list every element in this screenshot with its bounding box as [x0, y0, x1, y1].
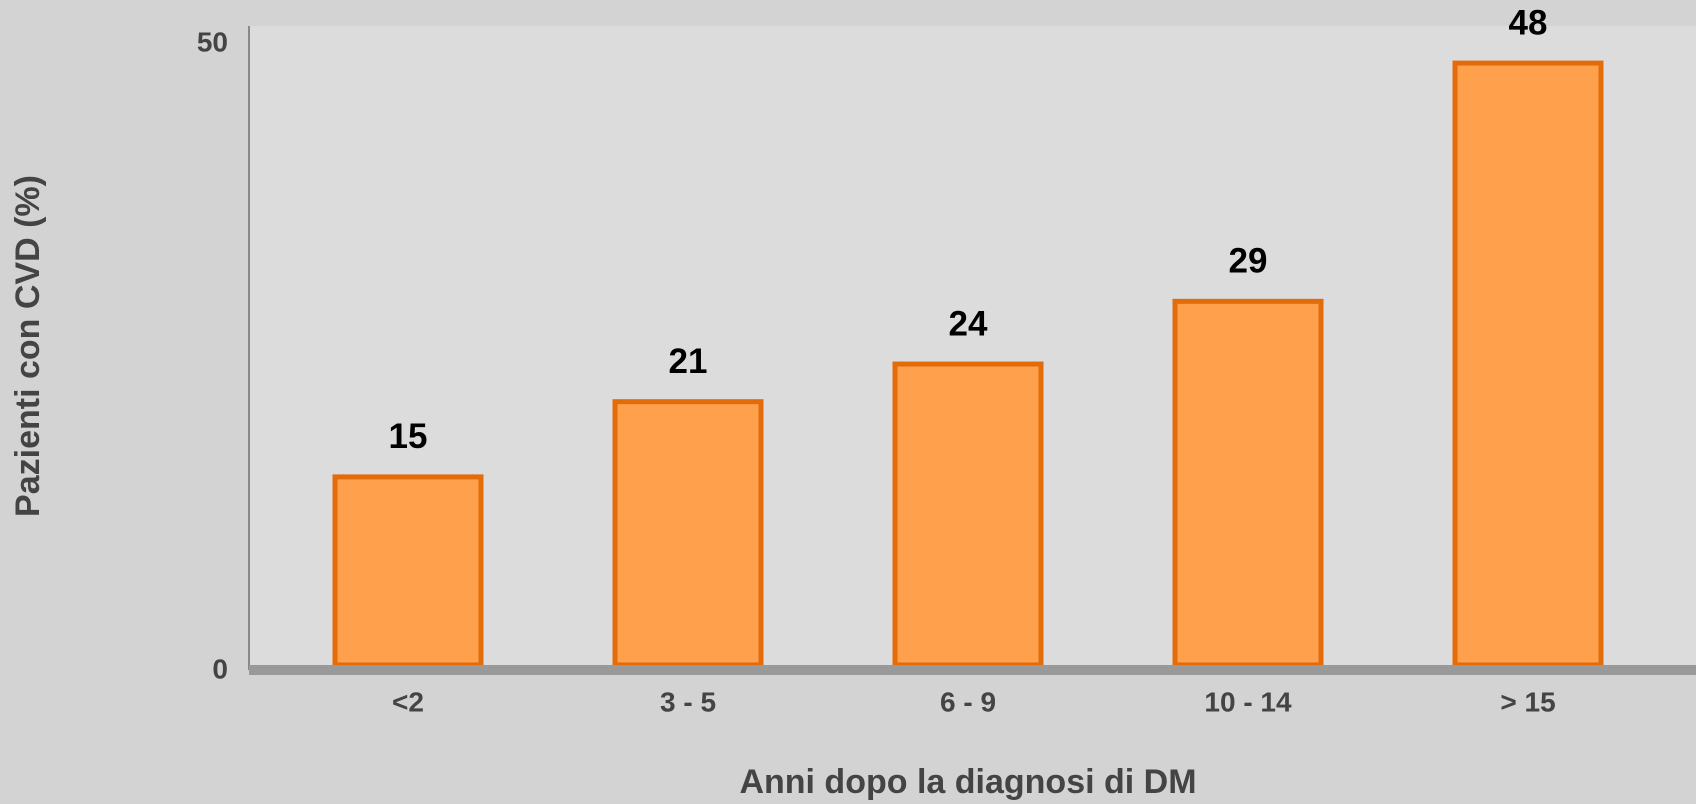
bar	[332, 474, 484, 668]
value-label: 21	[669, 342, 708, 381]
x-tick-label: 3 - 5	[660, 686, 716, 717]
value-label: 15	[389, 417, 428, 456]
x-tick-label: 10 - 14	[1204, 686, 1292, 717]
value-label: 29	[1229, 242, 1268, 281]
bar	[1172, 298, 1324, 668]
x-tick-label: <2	[392, 686, 424, 717]
y-tick-label: 0	[212, 653, 228, 684]
y-axis-title: Pazienti con CVD (%)	[9, 175, 47, 517]
x-tick-label: 6 - 9	[940, 686, 996, 717]
y-tick-label: 50	[197, 26, 228, 57]
x-tick-label: > 15	[1500, 686, 1555, 717]
value-label: 48	[1509, 3, 1548, 42]
value-label: 24	[949, 304, 988, 343]
bar	[612, 399, 764, 668]
bar	[1452, 60, 1604, 668]
bar	[892, 361, 1044, 668]
x-axis-title: Anni dopo la diagnosi di DM	[739, 763, 1196, 801]
